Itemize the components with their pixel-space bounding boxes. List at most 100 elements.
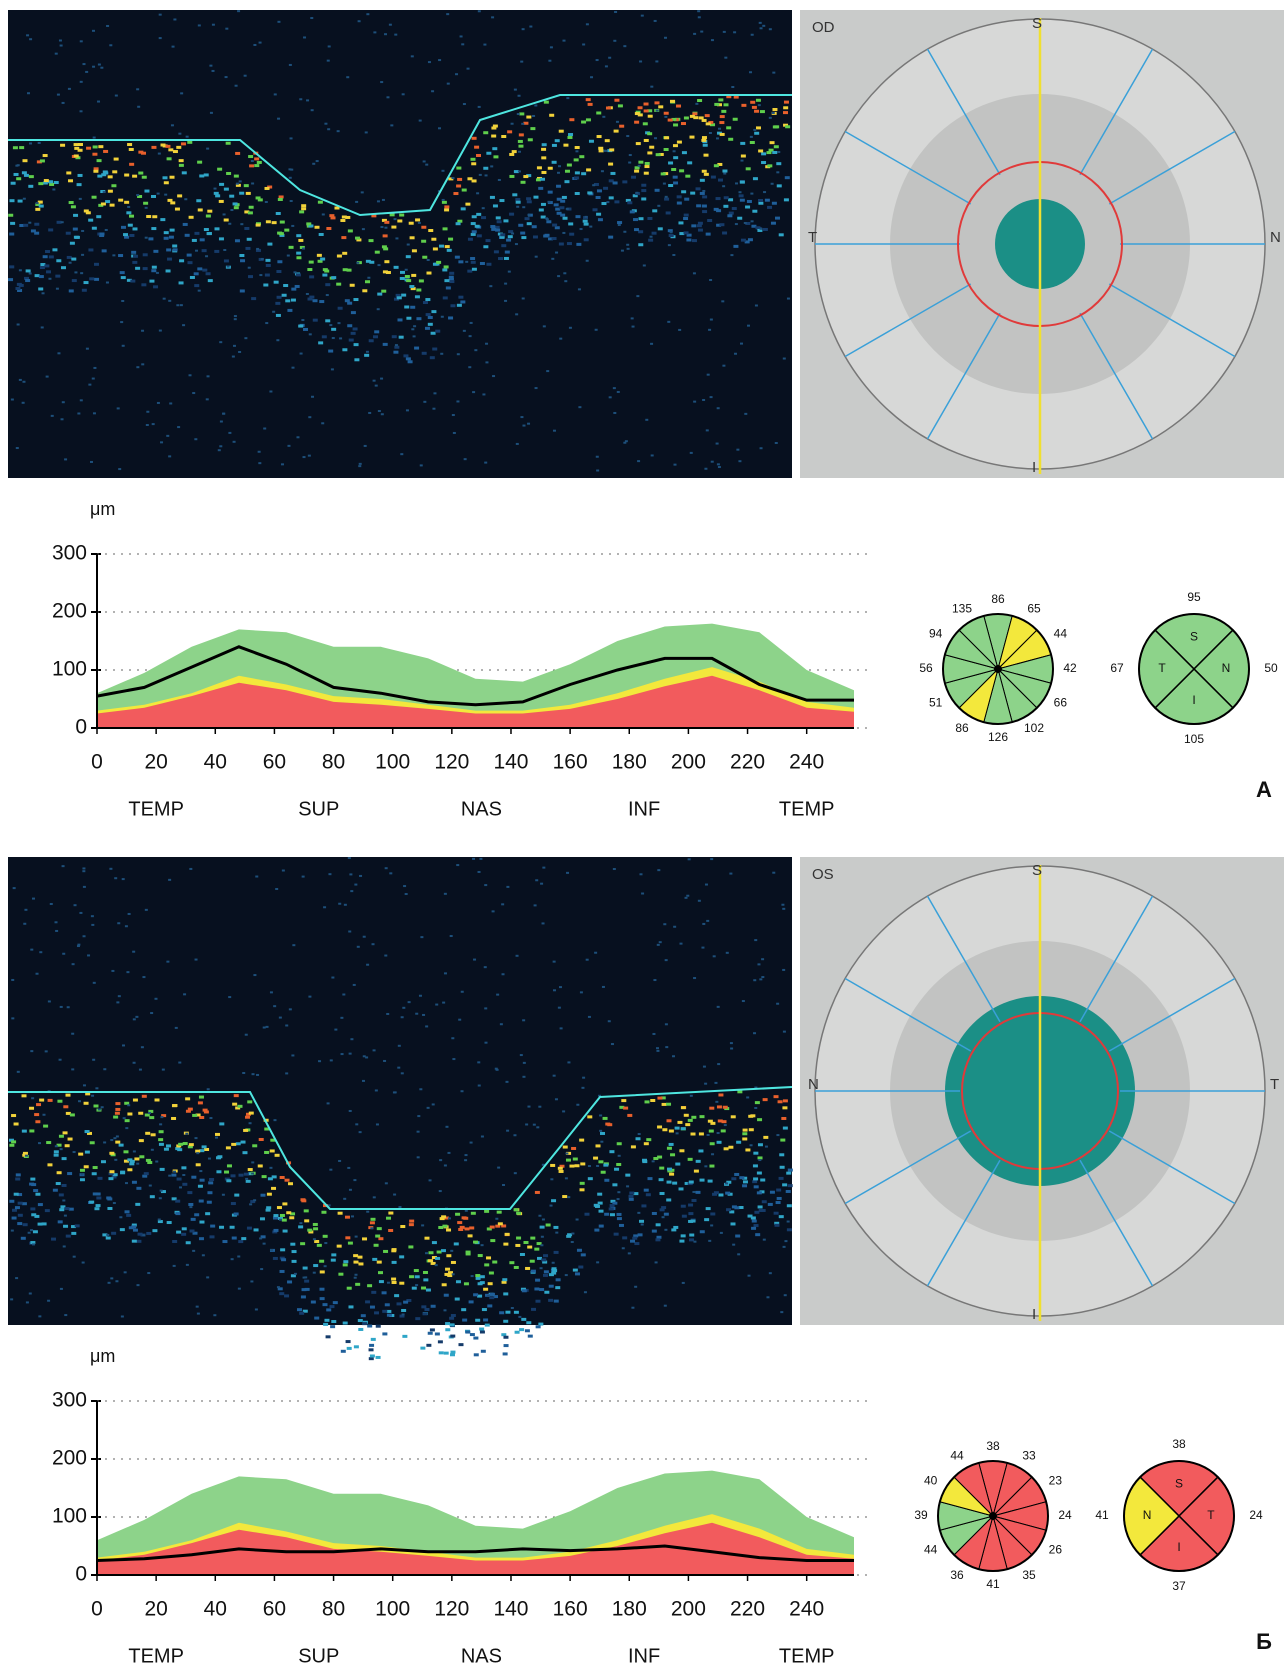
scan-speckle bbox=[147, 1161, 152, 1164]
scan-noise bbox=[195, 1137, 198, 1139]
scan-noise bbox=[586, 260, 589, 262]
scan-speckle bbox=[708, 1180, 713, 1183]
scan-noise bbox=[274, 93, 277, 95]
scan-noise bbox=[721, 300, 724, 302]
scan-speckle bbox=[448, 316, 453, 319]
scan-speckle bbox=[239, 254, 244, 257]
scan-noise bbox=[285, 1024, 288, 1026]
scan-speckle bbox=[94, 263, 99, 266]
scan-noise bbox=[693, 401, 696, 403]
scan-speckle bbox=[684, 116, 689, 119]
scan-speckle bbox=[552, 161, 557, 164]
scan-noise bbox=[346, 76, 349, 78]
scan-speckle bbox=[38, 1203, 43, 1206]
scan-speckle bbox=[676, 105, 681, 108]
scan-noise bbox=[25, 1155, 28, 1157]
scan-noise bbox=[553, 961, 556, 963]
scan-noise bbox=[152, 423, 155, 425]
scan-speckle bbox=[235, 152, 240, 155]
scan-noise bbox=[95, 1087, 98, 1089]
scan-noise bbox=[83, 886, 86, 888]
scan-noise bbox=[16, 447, 19, 449]
scan-speckle bbox=[709, 1165, 714, 1168]
scan-speckle bbox=[357, 1256, 362, 1259]
scan-speckle bbox=[246, 1180, 251, 1183]
scan-speckle bbox=[217, 168, 222, 171]
scan-noise bbox=[136, 194, 139, 196]
scan-speckle bbox=[627, 1114, 632, 1117]
scan-speckle bbox=[433, 247, 438, 250]
scan-noise bbox=[199, 1170, 202, 1172]
scan-speckle bbox=[102, 249, 107, 252]
scan-noise bbox=[29, 273, 32, 275]
scan-speckle bbox=[548, 167, 553, 170]
scan-speckle bbox=[54, 1154, 59, 1157]
scan-noise bbox=[511, 1307, 514, 1309]
scan-speckle bbox=[232, 1237, 237, 1240]
scan-speckle bbox=[300, 1198, 305, 1201]
scan-speckle bbox=[778, 1100, 783, 1103]
scan-speckle bbox=[200, 1179, 205, 1182]
scan-speckle bbox=[8, 214, 13, 217]
scan-noise bbox=[398, 1206, 401, 1208]
scan-speckle bbox=[289, 246, 294, 249]
scan-noise bbox=[168, 1175, 171, 1177]
scan-speckle bbox=[369, 339, 374, 342]
scan-noise bbox=[711, 1153, 714, 1155]
scan-speckle bbox=[654, 101, 659, 104]
scan-speckle bbox=[541, 171, 546, 174]
scan-speckle bbox=[131, 251, 136, 254]
scan-speckle bbox=[118, 199, 123, 202]
scan-noise bbox=[616, 121, 619, 123]
scan-noise bbox=[245, 1034, 248, 1036]
scan-speckle bbox=[445, 1328, 450, 1331]
scan-speckle bbox=[96, 1204, 101, 1207]
scan-speckle bbox=[685, 1123, 690, 1126]
scan-noise bbox=[64, 458, 67, 460]
scan-noise bbox=[650, 86, 653, 88]
scan-noise bbox=[722, 365, 725, 367]
scan-noise bbox=[178, 133, 181, 135]
scan-speckle bbox=[103, 170, 108, 173]
scan-noise bbox=[142, 1234, 145, 1236]
scan-speckle bbox=[11, 182, 16, 185]
scan-noise bbox=[491, 16, 494, 18]
scan-speckle bbox=[634, 1242, 639, 1245]
scan-noise bbox=[518, 151, 521, 153]
y-tick-label: 0 bbox=[75, 1563, 87, 1586]
scan-speckle bbox=[758, 1156, 763, 1159]
scan-noise bbox=[349, 1110, 352, 1112]
scan-speckle bbox=[465, 203, 470, 206]
scan-speckle bbox=[12, 1217, 17, 1220]
scan-noise bbox=[192, 1250, 195, 1252]
scan-speckle bbox=[779, 1215, 784, 1218]
scan-speckle bbox=[425, 327, 430, 330]
scan-speckle bbox=[170, 229, 175, 232]
scan-speckle bbox=[562, 196, 567, 199]
scan-speckle bbox=[266, 220, 271, 223]
scan-noise bbox=[332, 337, 335, 339]
scan-noise bbox=[180, 304, 183, 306]
scan-noise bbox=[259, 1237, 262, 1239]
scan-speckle bbox=[280, 1176, 285, 1179]
scan-noise bbox=[504, 300, 507, 302]
scan-speckle bbox=[238, 1240, 243, 1243]
scan-speckle bbox=[666, 1198, 671, 1201]
scan-speckle bbox=[473, 1293, 478, 1296]
scan-noise bbox=[722, 185, 725, 187]
scan-speckle bbox=[309, 261, 314, 264]
scan-speckle bbox=[716, 197, 721, 200]
scan-speckle bbox=[563, 144, 568, 147]
scan-noise bbox=[626, 135, 629, 137]
scan-speckle bbox=[440, 1217, 445, 1220]
scan-speckle bbox=[447, 1274, 452, 1277]
scan-speckle bbox=[296, 256, 301, 259]
scan-noise bbox=[350, 890, 353, 892]
scan-speckle bbox=[503, 1352, 508, 1355]
scan-noise bbox=[758, 104, 761, 106]
scan-speckle bbox=[303, 328, 308, 331]
scan-noise bbox=[223, 249, 226, 251]
scan-speckle bbox=[365, 280, 370, 283]
scan-noise bbox=[617, 1198, 620, 1200]
scan-speckle bbox=[179, 281, 184, 284]
